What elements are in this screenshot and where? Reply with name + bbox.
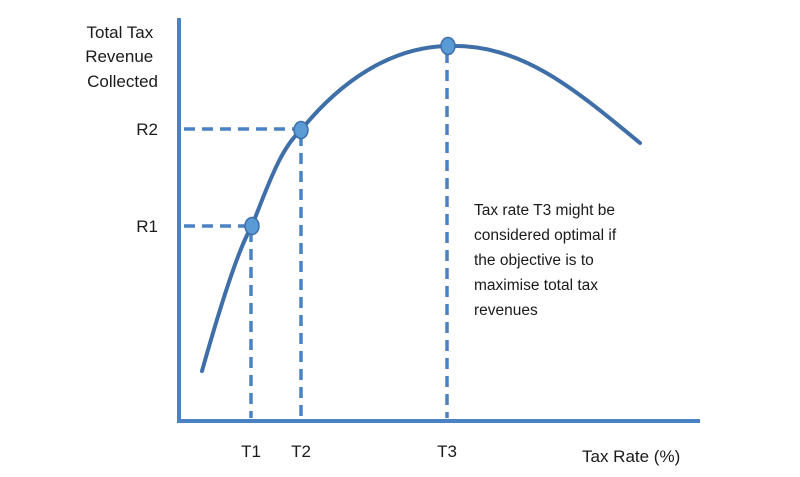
y-axis-title-line-2: Revenue: [85, 47, 153, 66]
point-t1-r1: [244, 216, 260, 236]
y-tick-r2: R2: [136, 120, 158, 139]
tax-revenue-curve: [200, 43, 642, 373]
y-tick-r1: R1: [136, 217, 158, 236]
x-tick-t2: T2: [291, 442, 311, 461]
note-line-4: maximise total tax: [474, 277, 598, 294]
guide-lines: [184, 52, 449, 418]
optimal-rate-note: Tax rate T3 might be considered optimal …: [474, 202, 620, 319]
note-line-2: considered optimal if: [474, 227, 617, 244]
point-t2-r2: [293, 120, 309, 140]
y-axis-title-line-1: Total Tax: [86, 23, 153, 42]
note-line-3: the objective is to: [474, 252, 594, 269]
y-axis-title-line-3: Collected: [87, 72, 158, 91]
x-axis-title: Tax Rate (%): [582, 447, 680, 466]
note-line-1: Tax rate T3 might be: [474, 202, 615, 219]
x-tick-t3: T3: [437, 442, 457, 461]
y-axis-title: Total Tax Revenue Collected: [85, 23, 158, 91]
curve-points: [244, 36, 456, 236]
x-tick-t1: T1: [241, 442, 261, 461]
note-line-5: revenues: [474, 302, 538, 319]
point-t3-max: [440, 36, 456, 56]
